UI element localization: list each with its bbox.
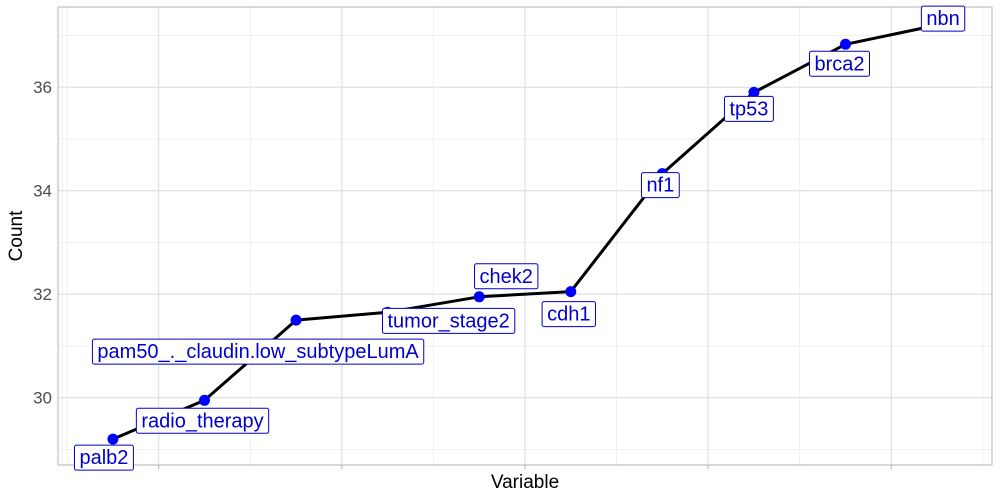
data-label: pam50_._claudin.low_subtypeLumA	[91, 338, 425, 365]
data-label: nf1	[640, 172, 680, 199]
data-label-text: tp53	[729, 98, 768, 120]
x-axis	[158, 465, 892, 469]
data-label-box	[920, 5, 966, 32]
data-label-text: chek2	[480, 266, 533, 288]
y-tick-label: 30	[33, 389, 52, 408]
data-label: brca2	[808, 50, 871, 77]
data-label-box	[73, 444, 134, 471]
y-tick-label: 32	[33, 285, 52, 304]
data-point	[473, 291, 485, 303]
data-label-box	[808, 50, 871, 77]
data-label: radio_therapy	[135, 407, 270, 434]
data-label: nbn	[920, 5, 966, 32]
y-tick-label: 34	[33, 182, 52, 201]
data-label: tp53	[723, 95, 774, 122]
y-axis-title: Count	[6, 210, 27, 261]
data-label-text: nf1	[646, 175, 674, 197]
data-label-box	[474, 263, 539, 290]
data-labels: palb2 radio_therapy pam50_._claudin.low_su…	[73, 5, 966, 471]
data-label-text: brca2	[814, 53, 864, 75]
data-label-box	[91, 338, 425, 365]
x-axis-title: Variable	[491, 472, 559, 493]
data-point	[290, 314, 302, 326]
data-label-text: palb2	[79, 447, 128, 469]
data-label: tumor_stage2	[381, 307, 516, 334]
data-label: cdh1	[541, 301, 596, 328]
data-label-text: cdh1	[547, 304, 590, 326]
data-label-box	[723, 95, 774, 122]
y-axis: 30 32 34 36	[33, 78, 52, 408]
data-label-text: tumor_stage2	[387, 310, 509, 332]
data-label-text: radio_therapy	[141, 410, 263, 432]
data-label: chek2	[474, 263, 539, 290]
data-label-text: nbn	[926, 8, 959, 30]
y-tick-label: 36	[33, 78, 52, 97]
data-point	[199, 394, 211, 406]
data-point	[748, 86, 760, 98]
data-label-box	[381, 307, 516, 334]
data-label-text: pam50_._claudin.low_subtypeLumA	[97, 341, 419, 363]
data-label-box	[135, 407, 270, 434]
data-label-box	[541, 301, 596, 328]
data-point	[565, 286, 577, 298]
data-point	[839, 38, 851, 50]
data-point	[107, 433, 119, 445]
data-label: palb2	[73, 444, 134, 471]
data-label-box	[640, 172, 680, 199]
